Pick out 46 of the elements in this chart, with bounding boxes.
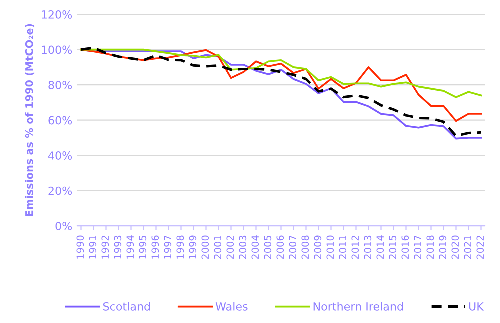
x-tick-label: 2004 (252, 236, 260, 260)
x-tick-label: 2008 (302, 236, 310, 260)
x-tick-label: 1993 (114, 236, 122, 259)
x-tick-label: 2007 (289, 236, 297, 260)
y-tick-label: 0% (56, 222, 72, 230)
x-tick-label: 2014 (376, 236, 384, 260)
legend-label: UK (469, 302, 484, 311)
legend-label: Scotland (103, 302, 150, 311)
x-tick-label: 2009 (314, 236, 322, 260)
y-tick-label: 80% (48, 81, 72, 90)
x-tick-label: 2016 (402, 236, 410, 260)
y-tick-label: 20% (48, 186, 72, 196)
x-tick-label: 2002 (226, 236, 234, 260)
x-tick-label: 1996 (152, 236, 160, 259)
x-tick-label: 1991 (89, 236, 97, 259)
y-tick-label: 60% (48, 116, 72, 125)
x-tick-label: 2003 (239, 236, 247, 260)
x-tick-label: 1994 (126, 236, 134, 259)
x-tick-label: 2017 (414, 236, 422, 260)
x-tick-label: 2015 (389, 236, 397, 260)
legend-label: Wales (216, 302, 248, 311)
x-tick-label: 2019 (439, 236, 447, 260)
y-tick-label: 40% (48, 152, 72, 160)
x-tick-label: 1997 (164, 236, 172, 259)
y-tick-label: 100% (42, 46, 72, 54)
x-tick-label: 2012 (352, 236, 360, 260)
x-tick-label: 2006 (276, 236, 284, 260)
legend-label: Northern Ireland (314, 302, 404, 311)
x-tick-label: 2011 (339, 236, 347, 260)
x-tick-label: 2010 (326, 236, 334, 260)
x-tick-label: 2001 (214, 236, 222, 260)
x-tick-label: 1999 (189, 236, 197, 259)
x-tick-label: 2018 (426, 236, 434, 260)
x-tick-label: 2005 (264, 236, 272, 260)
x-tick-label: 1998 (176, 236, 184, 259)
y-tick-label: 120% (42, 10, 72, 19)
x-tick-label: 2021 (464, 236, 472, 260)
line-series (80, 48, 482, 98)
y-axis-title: Emissions as % of 1990 (MtCO₂e) (25, 24, 35, 216)
x-tick-label: 1995 (139, 236, 147, 259)
x-tick-label: 2000 (202, 236, 210, 260)
x-tick-label: 2022 (476, 236, 484, 260)
x-tick-label: 2020 (452, 236, 460, 260)
x-tick-label: 1990 (76, 236, 84, 259)
x-tick-label: 2013 (364, 236, 372, 260)
x-tick-label: 1992 (102, 236, 110, 259)
